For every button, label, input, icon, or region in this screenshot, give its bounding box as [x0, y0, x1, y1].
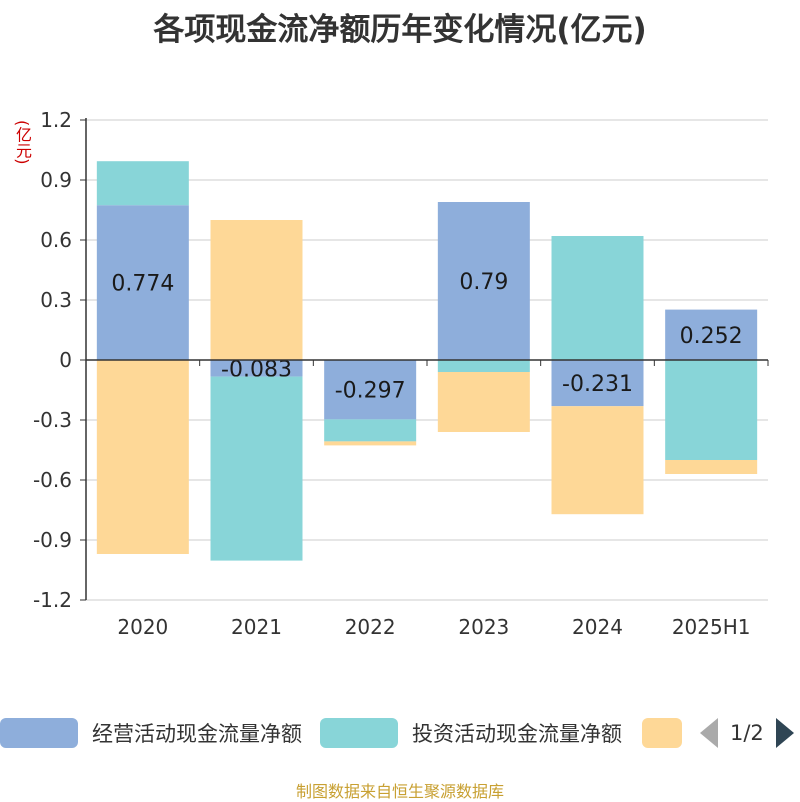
- bar-label-2020: 0.774: [111, 272, 174, 297]
- chart-title: 各项现金流净额历年变化情况(亿元): [153, 12, 647, 48]
- y-tick-label-0: 1.2: [40, 108, 72, 132]
- bar-s0-2020: [96, 205, 189, 360]
- bar-s0-2022: [324, 360, 417, 420]
- bar-s1-2025H1: [665, 360, 758, 460]
- bar-s2-2020: [96, 360, 189, 554]
- bar-s1-2024: [551, 236, 644, 360]
- y-tick-label-3: 0.3: [40, 288, 72, 312]
- data-source-note: 制图数据来自恒生聚源数据库: [295, 782, 504, 801]
- y-tick-label-6: -0.6: [33, 468, 72, 492]
- bar-label-2025H1: 0.252: [680, 324, 743, 349]
- y-tick-label-4: 0: [59, 348, 72, 372]
- legend-swatch-operating: [0, 718, 78, 748]
- x-tick-label-2022: 2022: [345, 615, 396, 639]
- legend-pager: 1/2: [700, 718, 794, 748]
- bar-s2-2022: [324, 441, 417, 446]
- y-tick-label-5: -0.3: [33, 408, 72, 432]
- legend: 经营活动现金流量净额 投资活动现金流量净额 1/2: [0, 712, 800, 756]
- bar-label-2023: 0.79: [459, 270, 508, 295]
- bar-s2-2025H1: [665, 460, 758, 474]
- bar-s0-2024: [551, 360, 644, 407]
- legend-item-operating[interactable]: 经营活动现金流量净额: [0, 718, 302, 748]
- legend-prev-arrow-icon[interactable]: [700, 718, 718, 748]
- legend-swatch-financing: [642, 718, 682, 748]
- y-tick-label-1: 0.9: [40, 168, 72, 192]
- legend-label-investing: 投资活动现金流量净额: [412, 722, 622, 746]
- legend-swatch-investing: [320, 718, 398, 748]
- bar-s1-2022: [324, 419, 417, 442]
- bar-s2-2021: [210, 220, 303, 360]
- x-tick-label-2024: 2024: [572, 615, 623, 639]
- y-tick-label-8: -1.2: [33, 588, 72, 612]
- bar-label-2024: -0.231: [562, 372, 633, 397]
- bar-label-2022: -0.297: [335, 379, 406, 404]
- bar-s0-2023: [437, 202, 530, 360]
- x-tick-label-2020: 2020: [117, 615, 168, 639]
- legend-item-investing[interactable]: 投资活动现金流量净额: [320, 718, 622, 748]
- y-tick-label-2: 0.6: [40, 228, 72, 252]
- legend-next-arrow-icon[interactable]: [775, 718, 794, 748]
- legend-item-financing[interactable]: [642, 718, 682, 748]
- x-tick-label-2021: 2021: [231, 615, 282, 639]
- x-tick-label-2023: 2023: [458, 615, 509, 639]
- bar-s1-2023: [437, 360, 530, 372]
- chart-plot: 1.20.90.60.30-0.3-0.6-0.9-1.20.774-0.083…: [33, 108, 769, 639]
- y-axis-unit-label: (亿元): [13, 120, 32, 165]
- y-tick-label-7: -0.9: [33, 528, 72, 552]
- bar-s0-2021: [210, 360, 303, 377]
- bar-s1-2021: [210, 376, 303, 561]
- bar-s2-2023: [437, 372, 530, 432]
- legend-page-indicator: 1/2: [730, 721, 764, 745]
- bar-s0-2025H1: [665, 309, 758, 360]
- bar-s1-2020: [96, 161, 189, 206]
- bar-s2-2024: [551, 406, 644, 515]
- x-tick-label-2025H1: 2025H1: [672, 615, 751, 639]
- legend-label-operating: 经营活动现金流量净额: [92, 722, 302, 746]
